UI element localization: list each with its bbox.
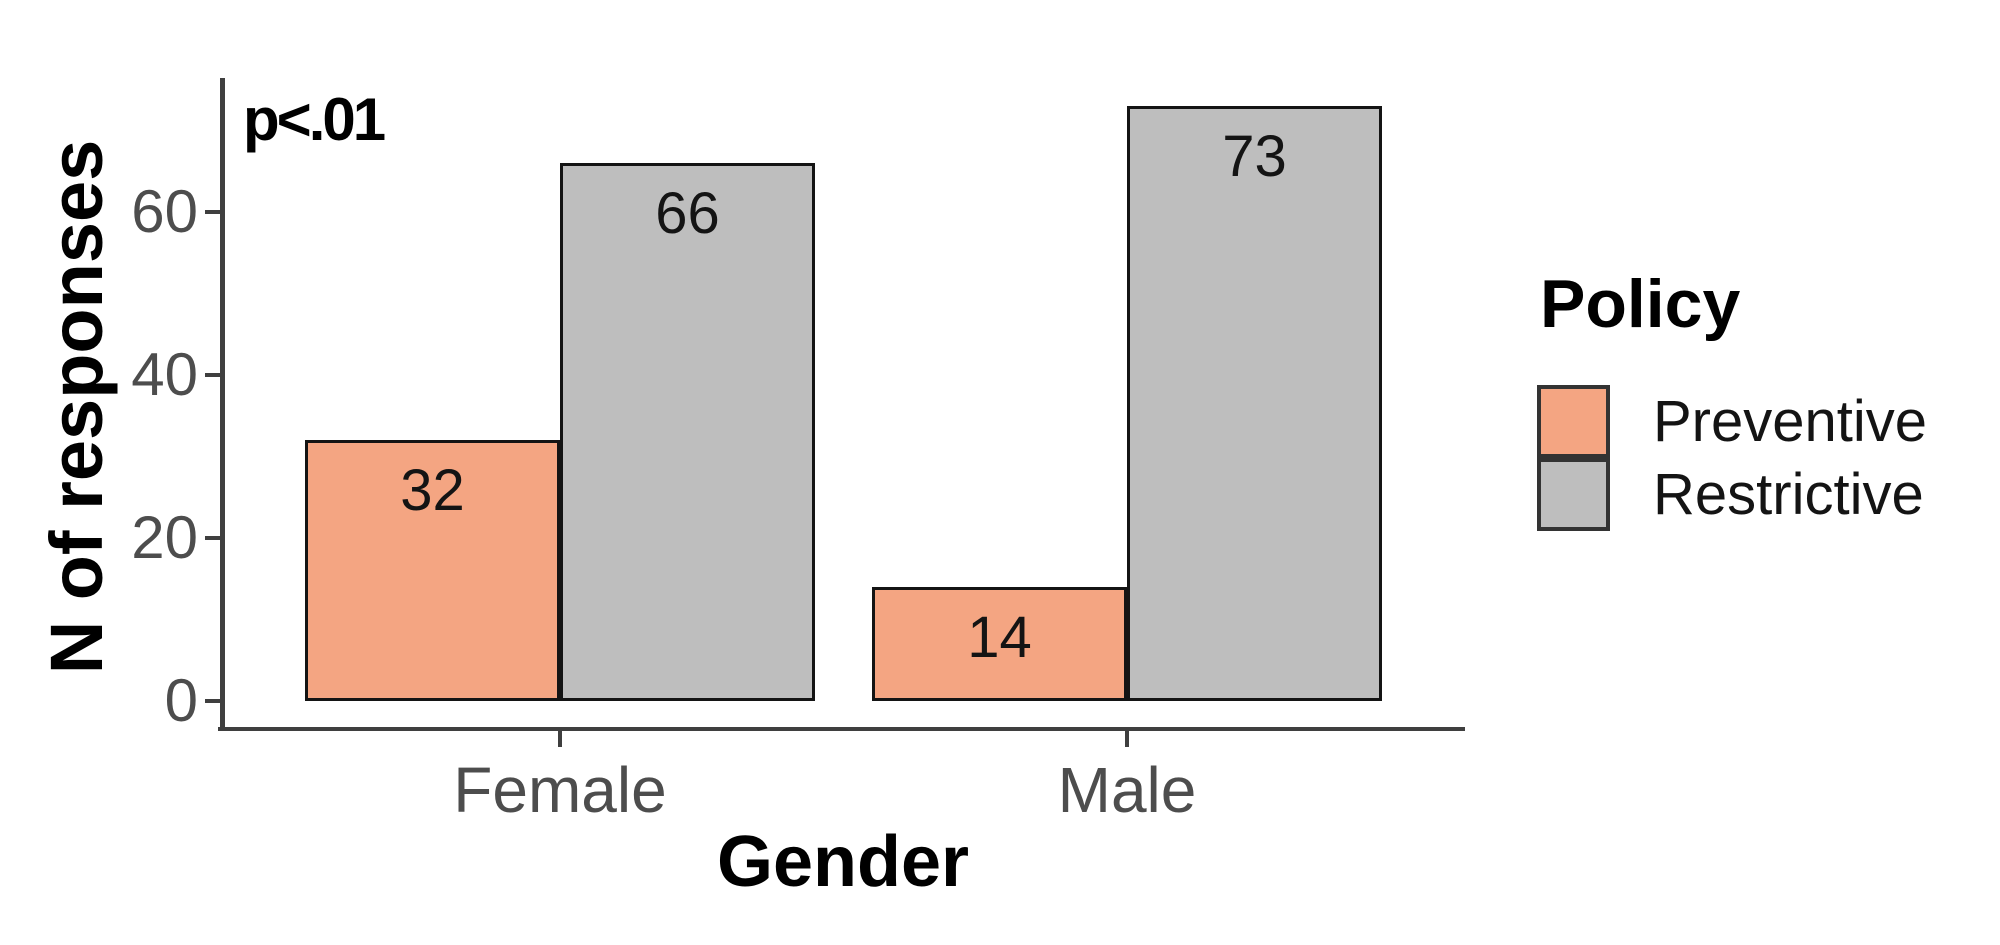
x-tick-mark (558, 731, 562, 747)
legend-swatch-preventive (1537, 385, 1610, 458)
y-tick-label: 40 (131, 341, 198, 408)
x-axis-title: Gender (716, 822, 970, 902)
bar-male-preventive (872, 586, 1127, 701)
x-tick-mark (1125, 731, 1129, 747)
bar-male-restrictive (1127, 106, 1382, 701)
y-tick-mark (205, 210, 221, 214)
y-tick-label: 0 (164, 667, 198, 734)
legend-entry-label: Preventive (1653, 389, 1928, 454)
y-axis-line (220, 78, 225, 731)
x-category-label: Male (1057, 754, 1197, 826)
y-tick-label: 60 (131, 178, 198, 245)
bar-value-label: 73 (1222, 124, 1287, 190)
bar-female-restrictive (560, 163, 815, 701)
x-axis-line (218, 727, 1465, 731)
bar-value-label: 32 (400, 458, 465, 524)
p-value-annotation: p<.01 (243, 86, 386, 153)
y-tick-mark (205, 699, 221, 703)
legend-swatch-restrictive (1537, 458, 1610, 531)
legend-entry-label: Restrictive (1653, 462, 1924, 527)
bar-value-label: 14 (967, 604, 1032, 670)
y-tick-label: 20 (131, 504, 198, 571)
legend-title: Policy (1540, 266, 1741, 342)
y-tick-mark (205, 373, 221, 377)
y-tick-mark (205, 536, 221, 540)
x-category-label: Female (453, 754, 667, 826)
bar-female-preventive (305, 440, 560, 701)
bar-value-label: 66 (655, 181, 720, 247)
